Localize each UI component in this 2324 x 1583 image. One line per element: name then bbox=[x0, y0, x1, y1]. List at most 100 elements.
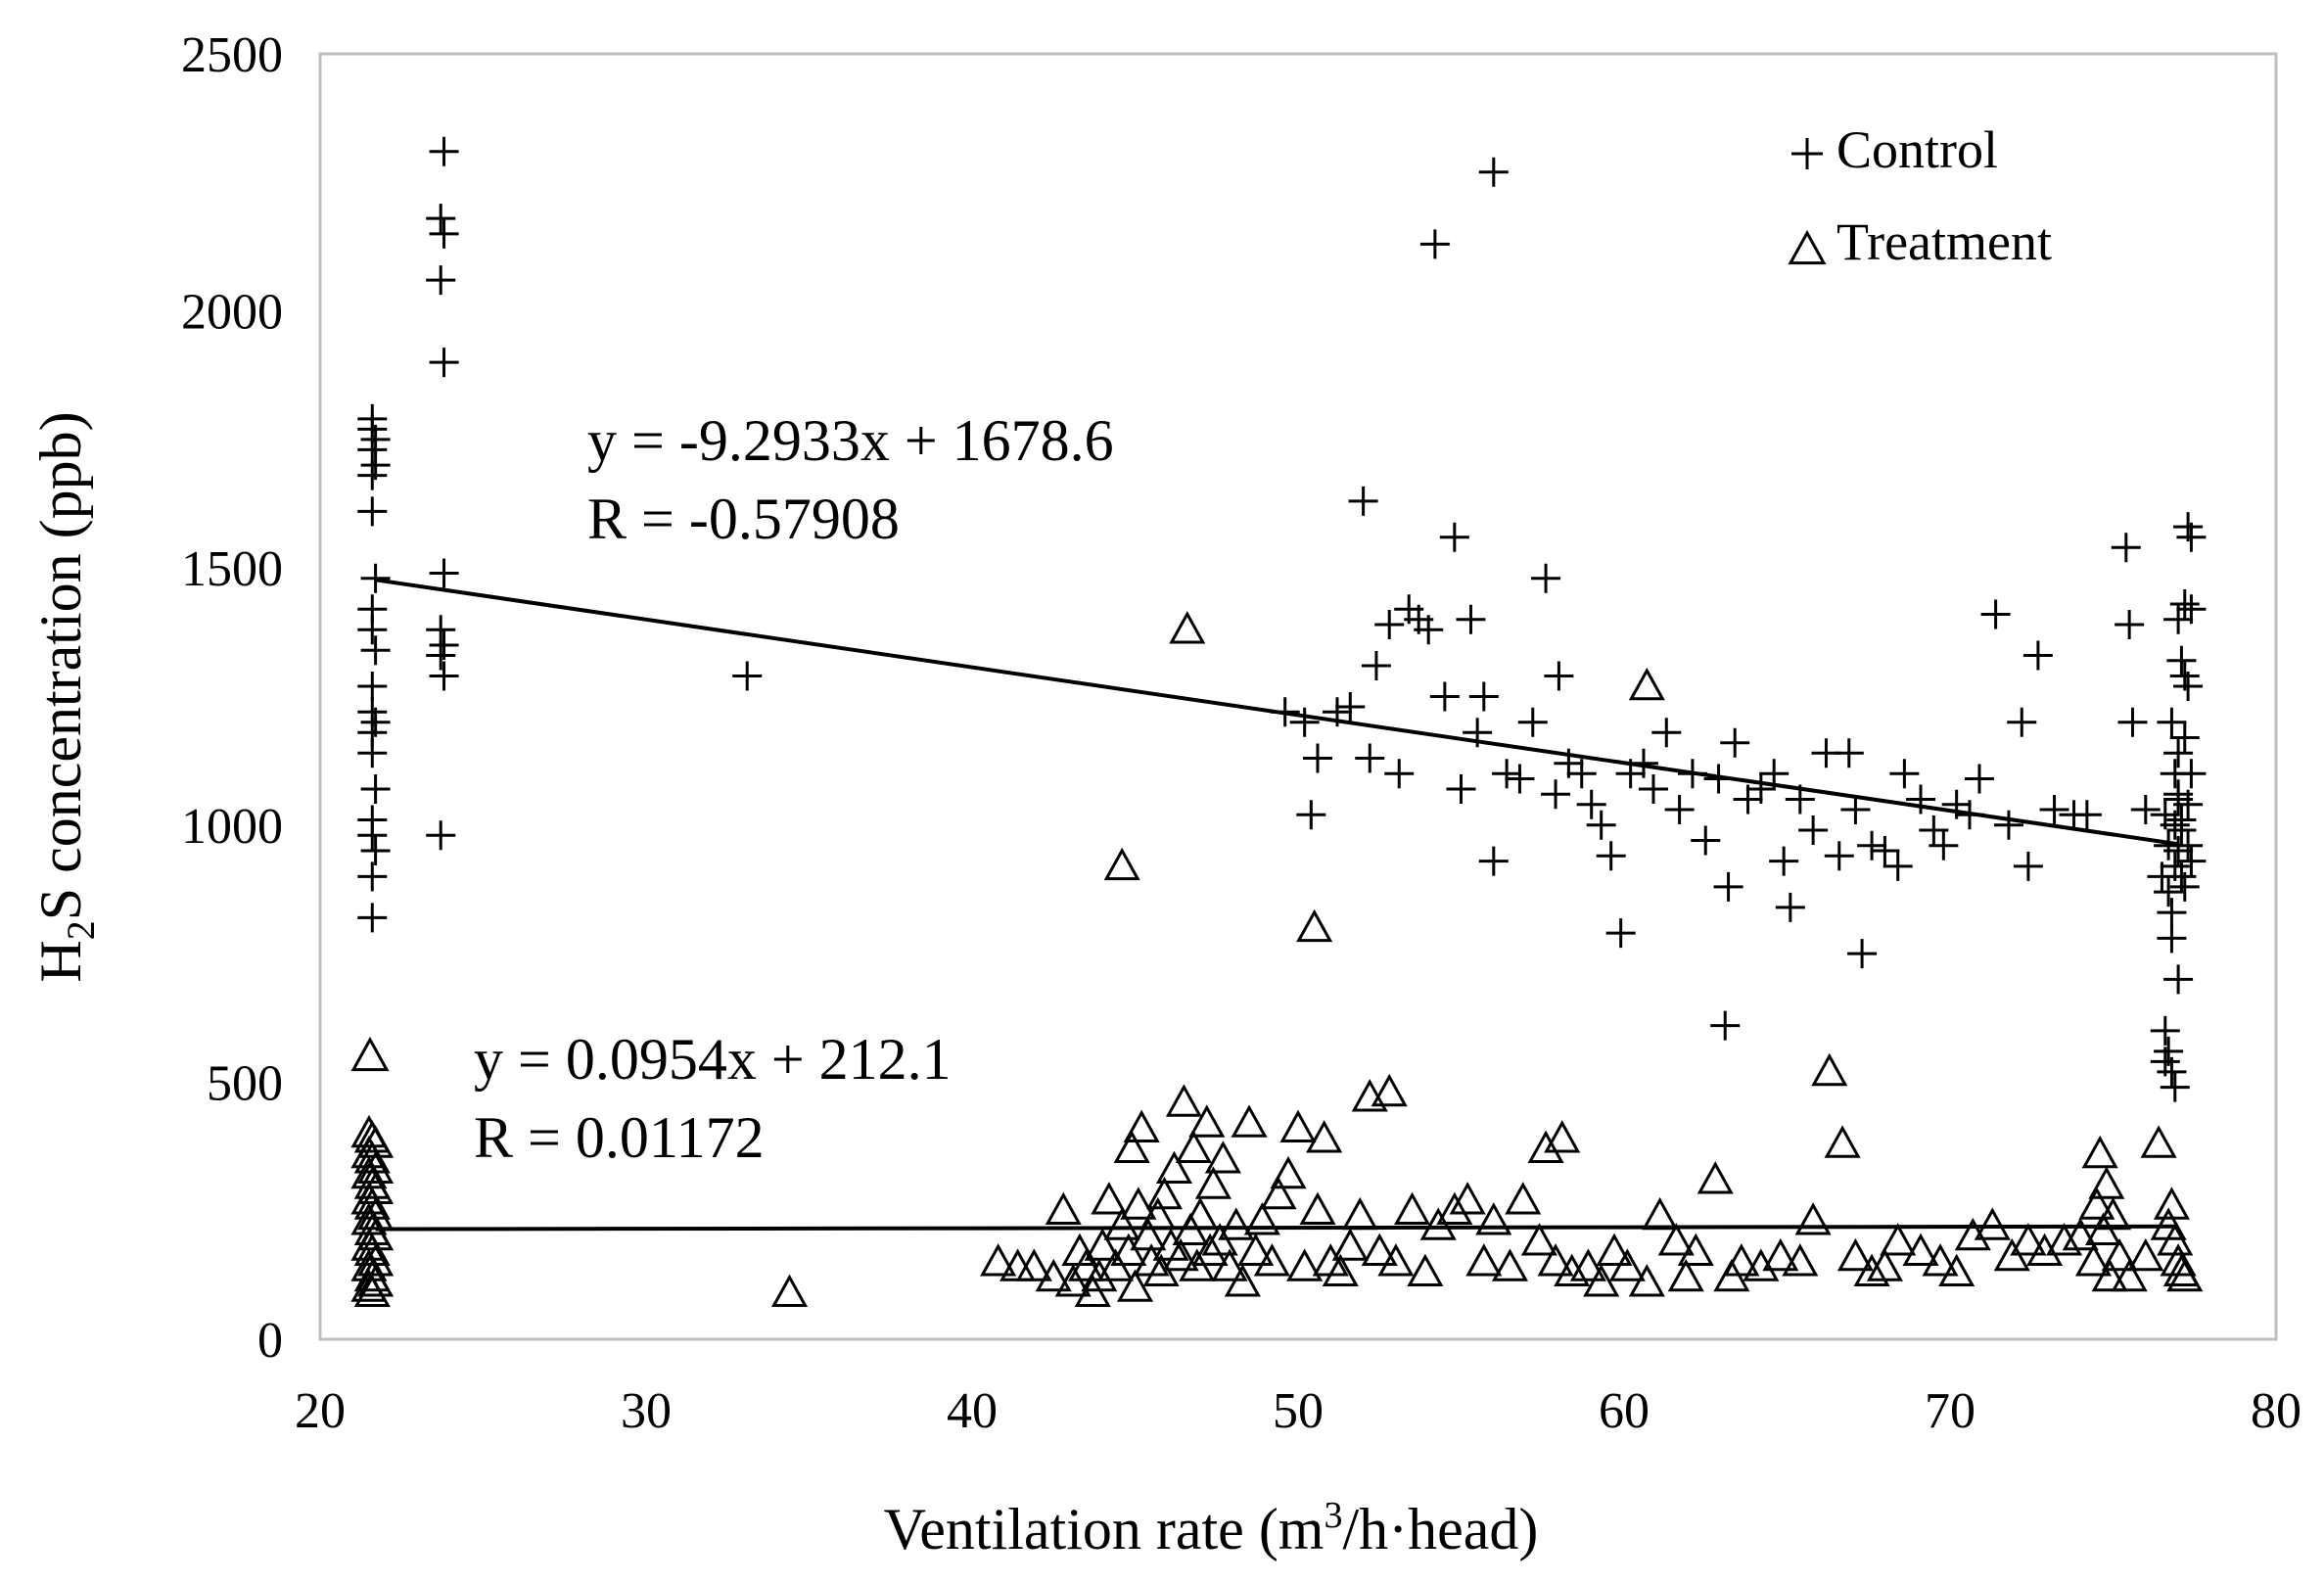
y-axis-ticks: 0 500 1000 1500 2000 2500 bbox=[181, 27, 283, 1369]
treatment-point bbox=[1218, 1207, 1255, 1240]
treatment-point bbox=[1596, 1233, 1633, 1267]
treatment-point bbox=[1657, 1223, 1695, 1256]
control-point bbox=[1296, 800, 1326, 830]
triangle-marker-icon bbox=[1788, 229, 1827, 265]
treatment-point bbox=[1922, 1243, 1959, 1277]
control-point bbox=[1664, 795, 1695, 825]
treatment-point bbox=[1902, 1233, 1939, 1267]
treatment-r-value: R = 0.01172 bbox=[474, 1105, 765, 1170]
control-point bbox=[360, 774, 391, 805]
control-point bbox=[1361, 650, 1391, 680]
treatment-point bbox=[357, 1150, 395, 1184]
treatment-point bbox=[980, 1243, 1017, 1277]
control-points bbox=[357, 136, 2207, 1102]
treatment-point bbox=[1371, 1073, 1408, 1107]
control-point bbox=[1906, 784, 1936, 815]
legend-control-label: Control bbox=[1836, 120, 1998, 179]
x-axis-label: Ventilation rate (m3/h·head) bbox=[884, 1495, 1539, 1561]
control-equation: y = -9.2933x + 1678.6 bbox=[587, 408, 1114, 473]
control-point bbox=[360, 563, 391, 593]
plot-frame bbox=[318, 52, 2278, 1341]
control-point bbox=[732, 661, 763, 691]
control-point bbox=[1468, 681, 1499, 712]
treatment-point bbox=[1182, 1196, 1219, 1231]
control-point bbox=[1840, 795, 1871, 825]
control-point bbox=[1798, 815, 1829, 846]
control-point bbox=[1759, 759, 1789, 789]
control-point bbox=[2013, 851, 2043, 881]
control-point bbox=[357, 671, 388, 701]
control-point bbox=[2150, 1047, 2180, 1077]
control-point bbox=[2150, 1015, 2180, 1046]
control-point bbox=[1456, 604, 1486, 634]
control-point bbox=[429, 136, 459, 166]
control-point bbox=[1628, 748, 1658, 778]
control-point bbox=[2154, 877, 2184, 908]
treatment-point bbox=[1175, 1130, 1212, 1163]
treatment-point bbox=[2081, 1135, 2118, 1169]
control-point bbox=[426, 640, 456, 671]
control-point bbox=[2157, 707, 2187, 737]
control-point bbox=[2130, 795, 2161, 825]
treatment-point bbox=[2091, 1258, 2128, 1292]
control-point bbox=[1691, 825, 1721, 856]
control-point bbox=[1769, 846, 1799, 876]
control-point bbox=[426, 820, 456, 851]
control-point bbox=[1374, 609, 1405, 639]
treatment-point bbox=[1279, 1109, 1317, 1142]
control-point bbox=[1713, 871, 1743, 902]
y-tick-label: 500 bbox=[207, 1055, 283, 1111]
treatment-point bbox=[1169, 611, 1206, 644]
control-point bbox=[1566, 759, 1597, 789]
treatment-point bbox=[2094, 1196, 2132, 1231]
control-point bbox=[1889, 759, 1920, 789]
treatment-point bbox=[1237, 1233, 1275, 1267]
control-point bbox=[2157, 898, 2187, 928]
treatment-trend-line bbox=[375, 1224, 2179, 1232]
x-axis-ticks: 20 30 40 50 60 70 80 bbox=[295, 1383, 2301, 1439]
treatment-point bbox=[357, 1196, 395, 1231]
control-point bbox=[429, 218, 459, 249]
treatment-point bbox=[1103, 847, 1140, 881]
treatment-point bbox=[1286, 1248, 1324, 1281]
control-point bbox=[1492, 759, 1522, 789]
x-tick-label: 70 bbox=[1925, 1383, 1975, 1439]
x-tick-label: 20 bbox=[295, 1383, 346, 1439]
treatment-point bbox=[1520, 1223, 1557, 1256]
x-tick-label: 40 bbox=[947, 1383, 998, 1439]
treatment-point bbox=[2046, 1223, 2083, 1256]
control-point bbox=[2115, 609, 2145, 639]
control-point bbox=[2176, 759, 2207, 789]
treatment-point bbox=[1253, 1243, 1290, 1277]
control-point bbox=[1919, 815, 1949, 846]
control-point bbox=[1478, 157, 1509, 187]
control-point bbox=[1541, 779, 1571, 810]
treatment-point bbox=[2010, 1223, 2047, 1256]
control-point bbox=[1302, 743, 1332, 773]
treatment-point bbox=[1782, 1243, 1819, 1277]
treatment-point bbox=[1123, 1109, 1160, 1142]
treatment-point bbox=[1628, 667, 1665, 701]
control-point bbox=[1605, 918, 1636, 949]
control-point bbox=[2166, 861, 2197, 892]
treatment-point bbox=[1299, 1191, 1336, 1225]
treatment-point bbox=[1465, 1243, 1503, 1277]
control-point bbox=[1596, 841, 1626, 871]
treatment-point bbox=[1139, 1196, 1177, 1231]
control-point bbox=[357, 615, 388, 645]
control-point bbox=[357, 496, 388, 527]
treatment-point bbox=[2078, 1187, 2115, 1220]
y-axis-label: H2S concentration (ppb) bbox=[28, 411, 103, 982]
treatment-point bbox=[1113, 1130, 1150, 1163]
control-point bbox=[2166, 815, 2197, 846]
control-point bbox=[1348, 486, 1378, 516]
treatment-point bbox=[1322, 1253, 1359, 1287]
control-point bbox=[1980, 599, 2011, 629]
treatment-equation: y = 0.0954x + 212.1 bbox=[474, 1027, 952, 1092]
control-point bbox=[426, 615, 456, 645]
treatment-point bbox=[1224, 1264, 1261, 1297]
treatment-point bbox=[2150, 1207, 2187, 1240]
control-point bbox=[2169, 722, 2200, 753]
treatment-point bbox=[1331, 1228, 1369, 1261]
